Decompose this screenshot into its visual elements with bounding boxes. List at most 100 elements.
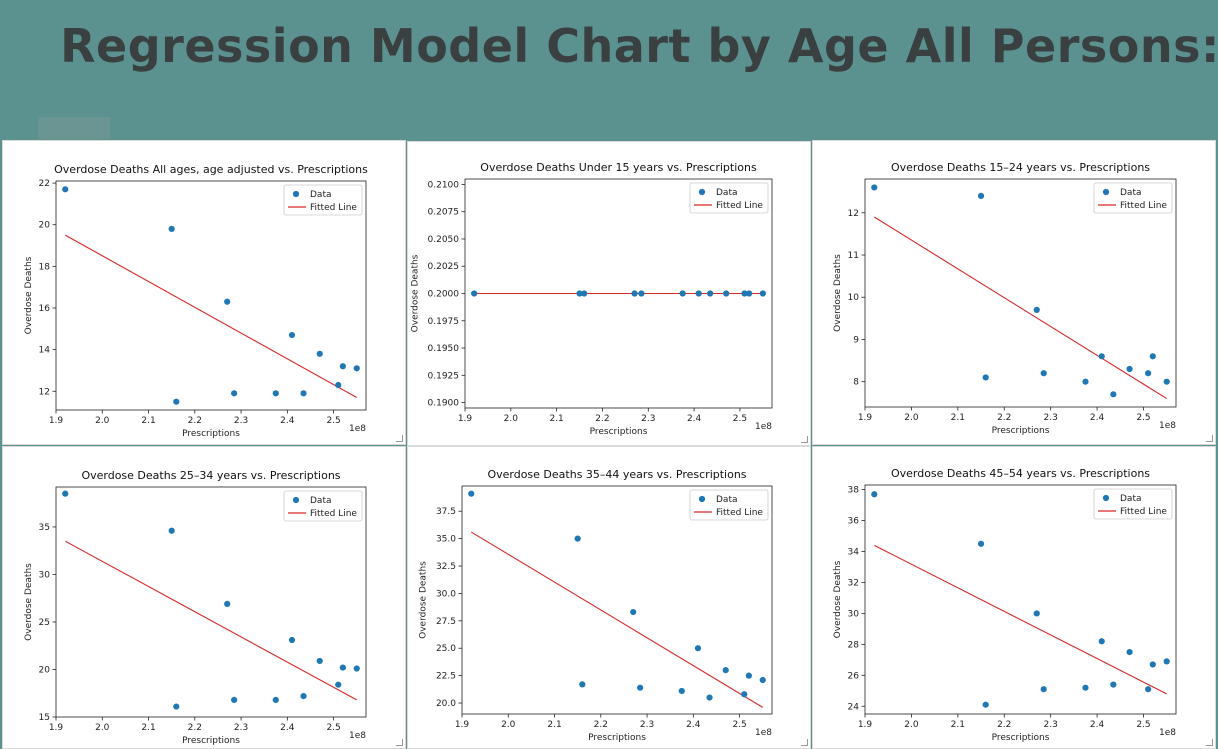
- data-point: [1033, 610, 1040, 617]
- x-tick-label: 2.1: [549, 414, 563, 424]
- legend-data-label: Data: [1120, 188, 1142, 198]
- y-axis-label: Overdose Deaths: [833, 254, 843, 332]
- x-tick-label: 2.5: [1136, 413, 1150, 423]
- data-point: [630, 608, 637, 616]
- y-tick-label: 32.5: [436, 562, 456, 572]
- data-point: [759, 676, 766, 684]
- plot-title: Overdose Deaths Under 15 years vs. Presc…: [480, 161, 757, 174]
- y-tick-label: 30: [848, 609, 860, 619]
- data-point: [977, 540, 985, 547]
- y-tick-label: 12: [39, 387, 50, 397]
- x-tick-label: 2.3: [234, 416, 248, 426]
- x-tick-label: 2.0: [904, 413, 919, 423]
- y-tick-label: 8: [853, 378, 859, 388]
- y-tick-label: 38: [848, 486, 860, 496]
- data-point: [1149, 661, 1156, 668]
- y-tick-label: 26: [848, 671, 860, 681]
- x-tick-label: 2.1: [951, 413, 965, 423]
- data-point: [982, 374, 989, 381]
- resize-handle[interactable]: [801, 739, 808, 746]
- y-tick-label: 25.0: [436, 644, 456, 654]
- resize-handle[interactable]: [396, 435, 403, 442]
- data-point: [1098, 638, 1105, 645]
- x-tick-label: 2.0: [95, 723, 110, 733]
- y-tick-label: 22: [39, 179, 50, 189]
- x-tick-label: 1.9: [858, 413, 873, 423]
- x-offset-label: 1e8: [1159, 728, 1176, 738]
- data-point: [574, 535, 581, 542]
- resize-handle[interactable]: [1206, 435, 1213, 442]
- x-axis-label: Prescriptions: [992, 733, 1050, 743]
- x-offset-label: 1e8: [349, 731, 366, 741]
- plot-frame: [461, 485, 773, 715]
- data-point: [62, 186, 69, 193]
- chart-35-44: Overdose Deaths 35–44 years vs. Prescrip…: [419, 468, 773, 743]
- legend-line-label: Fitted Line: [310, 203, 357, 213]
- data-point: [168, 225, 175, 232]
- x-tick-label: 2.1: [951, 720, 965, 730]
- legend-data-label: Data: [716, 188, 738, 198]
- plot-title: Overdose Deaths 25–34 years vs. Prescrip…: [81, 469, 340, 482]
- data-point: [1126, 365, 1133, 373]
- x-tick-label: 2.4: [280, 416, 295, 426]
- data-point: [1145, 370, 1152, 377]
- plot-frame: [864, 484, 1177, 715]
- data-point: [62, 490, 69, 497]
- x-tick-label: 2.0: [95, 416, 110, 426]
- data-point: [288, 636, 296, 644]
- data-point: [871, 491, 878, 498]
- y-tick-label: 16: [39, 304, 51, 314]
- data-point: [471, 290, 478, 297]
- y-tick-label: 18: [39, 262, 51, 272]
- data-point: [722, 667, 729, 674]
- chart-15-24: Overdose Deaths 15–24 years vs. Prescrip…: [833, 161, 1177, 436]
- chart-panel-all-ages: Overdose Deaths All ages, age adjusted v…: [2, 140, 406, 445]
- x-tick-label: 2.5: [733, 414, 747, 424]
- y-tick-label: 24: [848, 702, 860, 712]
- data-point: [1098, 353, 1105, 360]
- y-axis-label: Overdose Deaths: [24, 563, 34, 641]
- chart-panel-15-24: Overdose Deaths 15–24 years vs. Prescrip…: [812, 140, 1216, 445]
- data-point: [576, 290, 583, 297]
- plot-title: Overdose Deaths 15–24 years vs. Prescrip…: [891, 161, 1150, 174]
- y-tick-label: 22.5: [436, 672, 456, 682]
- data-point: [224, 298, 231, 305]
- y-axis-label: Overdose Deaths: [419, 561, 429, 639]
- data-point: [168, 527, 175, 534]
- chart-panel-35-44: Overdose Deaths 35–44 years vs. Prescrip…: [407, 446, 811, 749]
- x-tick-label: 2.4: [687, 414, 702, 424]
- x-offset-label: 1e8: [755, 422, 772, 432]
- data-point: [741, 290, 748, 297]
- x-axis-label: Prescriptions: [182, 736, 240, 746]
- legend-line-label: Fitted Line: [716, 508, 763, 518]
- data-point: [741, 691, 748, 698]
- y-tick-label: 34: [848, 548, 860, 558]
- x-tick-label: 2.5: [326, 416, 340, 426]
- x-tick-label: 2.3: [641, 414, 655, 424]
- data-point: [1082, 684, 1089, 691]
- data-point: [316, 350, 323, 357]
- x-offset-label: 1e8: [349, 424, 366, 434]
- resize-handle[interactable]: [1206, 739, 1213, 746]
- fitted-line: [64, 234, 358, 398]
- y-tick-label: 0.2075: [428, 208, 460, 218]
- y-tick-label: 0.1900: [428, 399, 460, 409]
- resize-handle[interactable]: [801, 436, 808, 443]
- resize-handle[interactable]: [396, 739, 403, 746]
- data-point: [579, 681, 586, 688]
- legend-data-label: Data: [1120, 494, 1142, 504]
- y-tick-label: 35.0: [436, 535, 456, 545]
- legend-data-marker: [1102, 188, 1110, 196]
- decorative-block: [38, 117, 110, 139]
- y-tick-label: 0.2025: [428, 262, 460, 272]
- y-tick-label: 0.2050: [428, 235, 460, 245]
- y-tick-label: 30: [39, 570, 51, 580]
- data-point: [678, 687, 685, 695]
- y-tick-label: 11: [848, 251, 859, 261]
- y-tick-label: 27.5: [436, 617, 456, 627]
- data-point: [871, 184, 878, 191]
- data-point: [1145, 686, 1152, 693]
- plot-title: Overdose Deaths 45–54 years vs. Prescrip…: [891, 467, 1150, 480]
- data-point: [224, 600, 231, 608]
- y-tick-label: 32: [848, 578, 859, 588]
